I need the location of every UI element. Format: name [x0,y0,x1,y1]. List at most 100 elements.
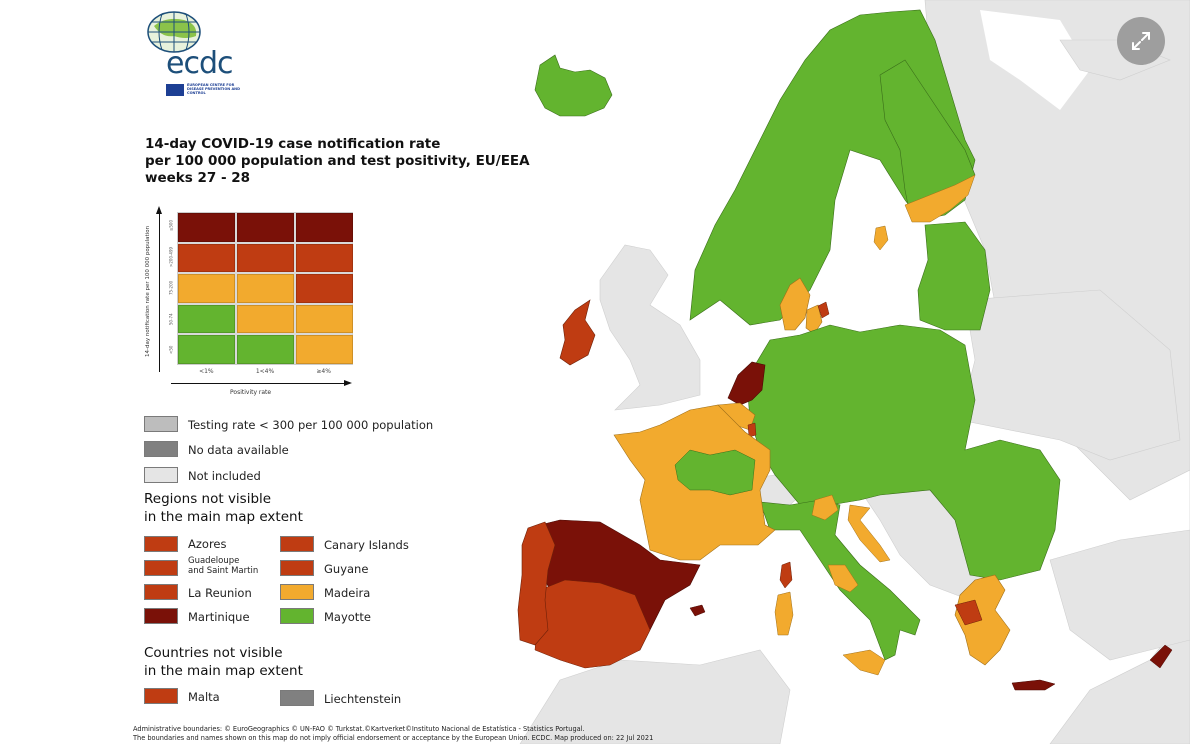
region-iceland[interactable] [534,54,613,117]
matrix-cell [296,335,353,364]
region-cyprus[interactable] [1149,644,1173,669]
region-greece-thessaly[interactable] [954,599,983,626]
region-ireland[interactable] [559,299,596,366]
matrix-cell [178,274,235,303]
mayotte-label: Mayotte [324,610,371,624]
guadeloupe-label: Guadeloupe and Saint Martin [188,556,259,576]
matrix-cell [237,243,294,273]
region-corsica[interactable] [779,561,793,589]
no-data-swatch [144,441,178,457]
risk-matrix [177,212,353,367]
matrix-cell [237,213,294,242]
martinique-swatch [144,608,178,624]
matrix-cell [178,243,235,273]
region-denmark-capital[interactable] [817,301,830,319]
col-label: 1<4% [255,368,275,375]
arrow-up-icon [156,206,162,214]
madeira-swatch [280,584,314,600]
azores-swatch [144,536,178,552]
canary-islands-swatch [280,536,314,552]
region-italy-lazio[interactable] [827,564,859,593]
matrix-cell [296,213,353,242]
row-label: ≥500 [168,220,174,232]
not-included-swatch [144,467,178,483]
not-included-land [519,0,1190,744]
attribution-footer: Administrative boundaries: © EuroGeograp… [133,725,653,743]
testing-low-label: Testing rate < 300 per 100 000 populatio… [188,418,434,432]
region-denmark[interactable] [779,277,811,331]
testing-low-swatch [144,416,178,432]
row-label: >200-499 [168,246,174,268]
region-denmark-islands[interactable] [805,304,823,335]
region-sweden-uppsala[interactable] [873,225,889,251]
guyane-label: Guyane [324,562,369,576]
azores-label: Azores [188,537,227,551]
liechtenstein-label: Liechtenstein [324,692,402,706]
matrix-cell [237,304,294,334]
region-italy-veneto[interactable] [811,494,839,521]
matrix-cell [237,274,294,303]
liechtenstein-swatch [280,690,314,706]
guadeloupe-swatch [144,560,178,576]
region-luxembourg[interactable] [747,422,757,438]
matrix-cell [178,304,235,334]
malta-label: Malta [188,690,220,704]
la-reunion-label: La Reunion [188,586,252,600]
expand-arrows-icon [1132,32,1150,50]
region-balearic[interactable] [689,604,706,617]
region-greece[interactable] [954,574,1011,666]
region-netherlands[interactable] [727,361,766,406]
not-included-label: Not included [188,469,261,483]
matrix-cell [178,213,235,242]
region-croatia[interactable] [847,504,891,563]
row-label: 75-200 [168,280,174,296]
region-sardinia[interactable] [774,591,794,636]
matrix-cell [237,335,294,364]
region-crete[interactable] [1011,679,1056,691]
row-label: 50-74 [168,313,174,325]
region-spain-south[interactable] [534,579,651,669]
attribution-line-2: The boundaries and names shown on this m… [133,734,654,742]
globe-icon [147,11,201,53]
map-title: 14-day COVID-19 case notification rate p… [145,136,530,186]
region-portugal[interactable] [517,521,556,646]
matrix-y-axis-title: 14-day notification rate per 100 000 pop… [145,225,151,357]
logo-text: ecdc [166,46,233,81]
arrow-right-icon [344,380,352,386]
la-reunion-swatch [144,584,178,600]
matrix-grid [177,212,353,365]
matrix-row-labels: ≥500 >200-499 75-200 50-74 <50 [166,212,176,367]
region-central-europe[interactable] [747,324,1061,581]
attribution-line-1: Administrative boundaries: © EuroGeograp… [133,725,585,733]
matrix-cell [296,243,353,273]
ecdc-logo: ecdc EUROPEAN CENTRE FOR DISEASE PREVENT… [146,6,246,96]
guyane-swatch [280,560,314,576]
region-france-centre[interactable] [674,449,756,496]
countries-title: Countries not visible in the main map ex… [144,645,303,679]
region-sicily[interactable] [842,649,886,676]
matrix-cell [296,304,353,334]
martinique-label: Martinique [188,610,250,624]
expand-button[interactable] [1117,17,1165,65]
madeira-label: Madeira [324,586,371,600]
mayotte-swatch [280,608,314,624]
logo-subtitle: EUROPEAN CENTRE FOR DISEASE PREVENTION A… [187,83,240,95]
regions-title: Regions not visible in the main map exte… [144,491,303,525]
y-axis-line [159,212,160,372]
col-label: <1% [199,368,214,375]
matrix-cell [296,274,353,303]
matrix-col-labels: <1% 1<4% ≥4% [177,368,353,375]
region-baltics[interactable] [917,221,991,331]
col-label: ≥4% [316,368,331,375]
region-finland-south[interactable] [904,174,976,223]
canary-islands-label: Canary Islands [324,538,409,552]
malta-swatch [144,688,178,704]
row-label: <50 [168,345,174,355]
no-data-label: No data available [188,443,289,457]
eu-flag-icon [166,84,184,96]
x-axis-line [171,383,345,384]
matrix-cell [178,335,235,364]
matrix-x-axis-title: Positivity rate [230,389,272,396]
